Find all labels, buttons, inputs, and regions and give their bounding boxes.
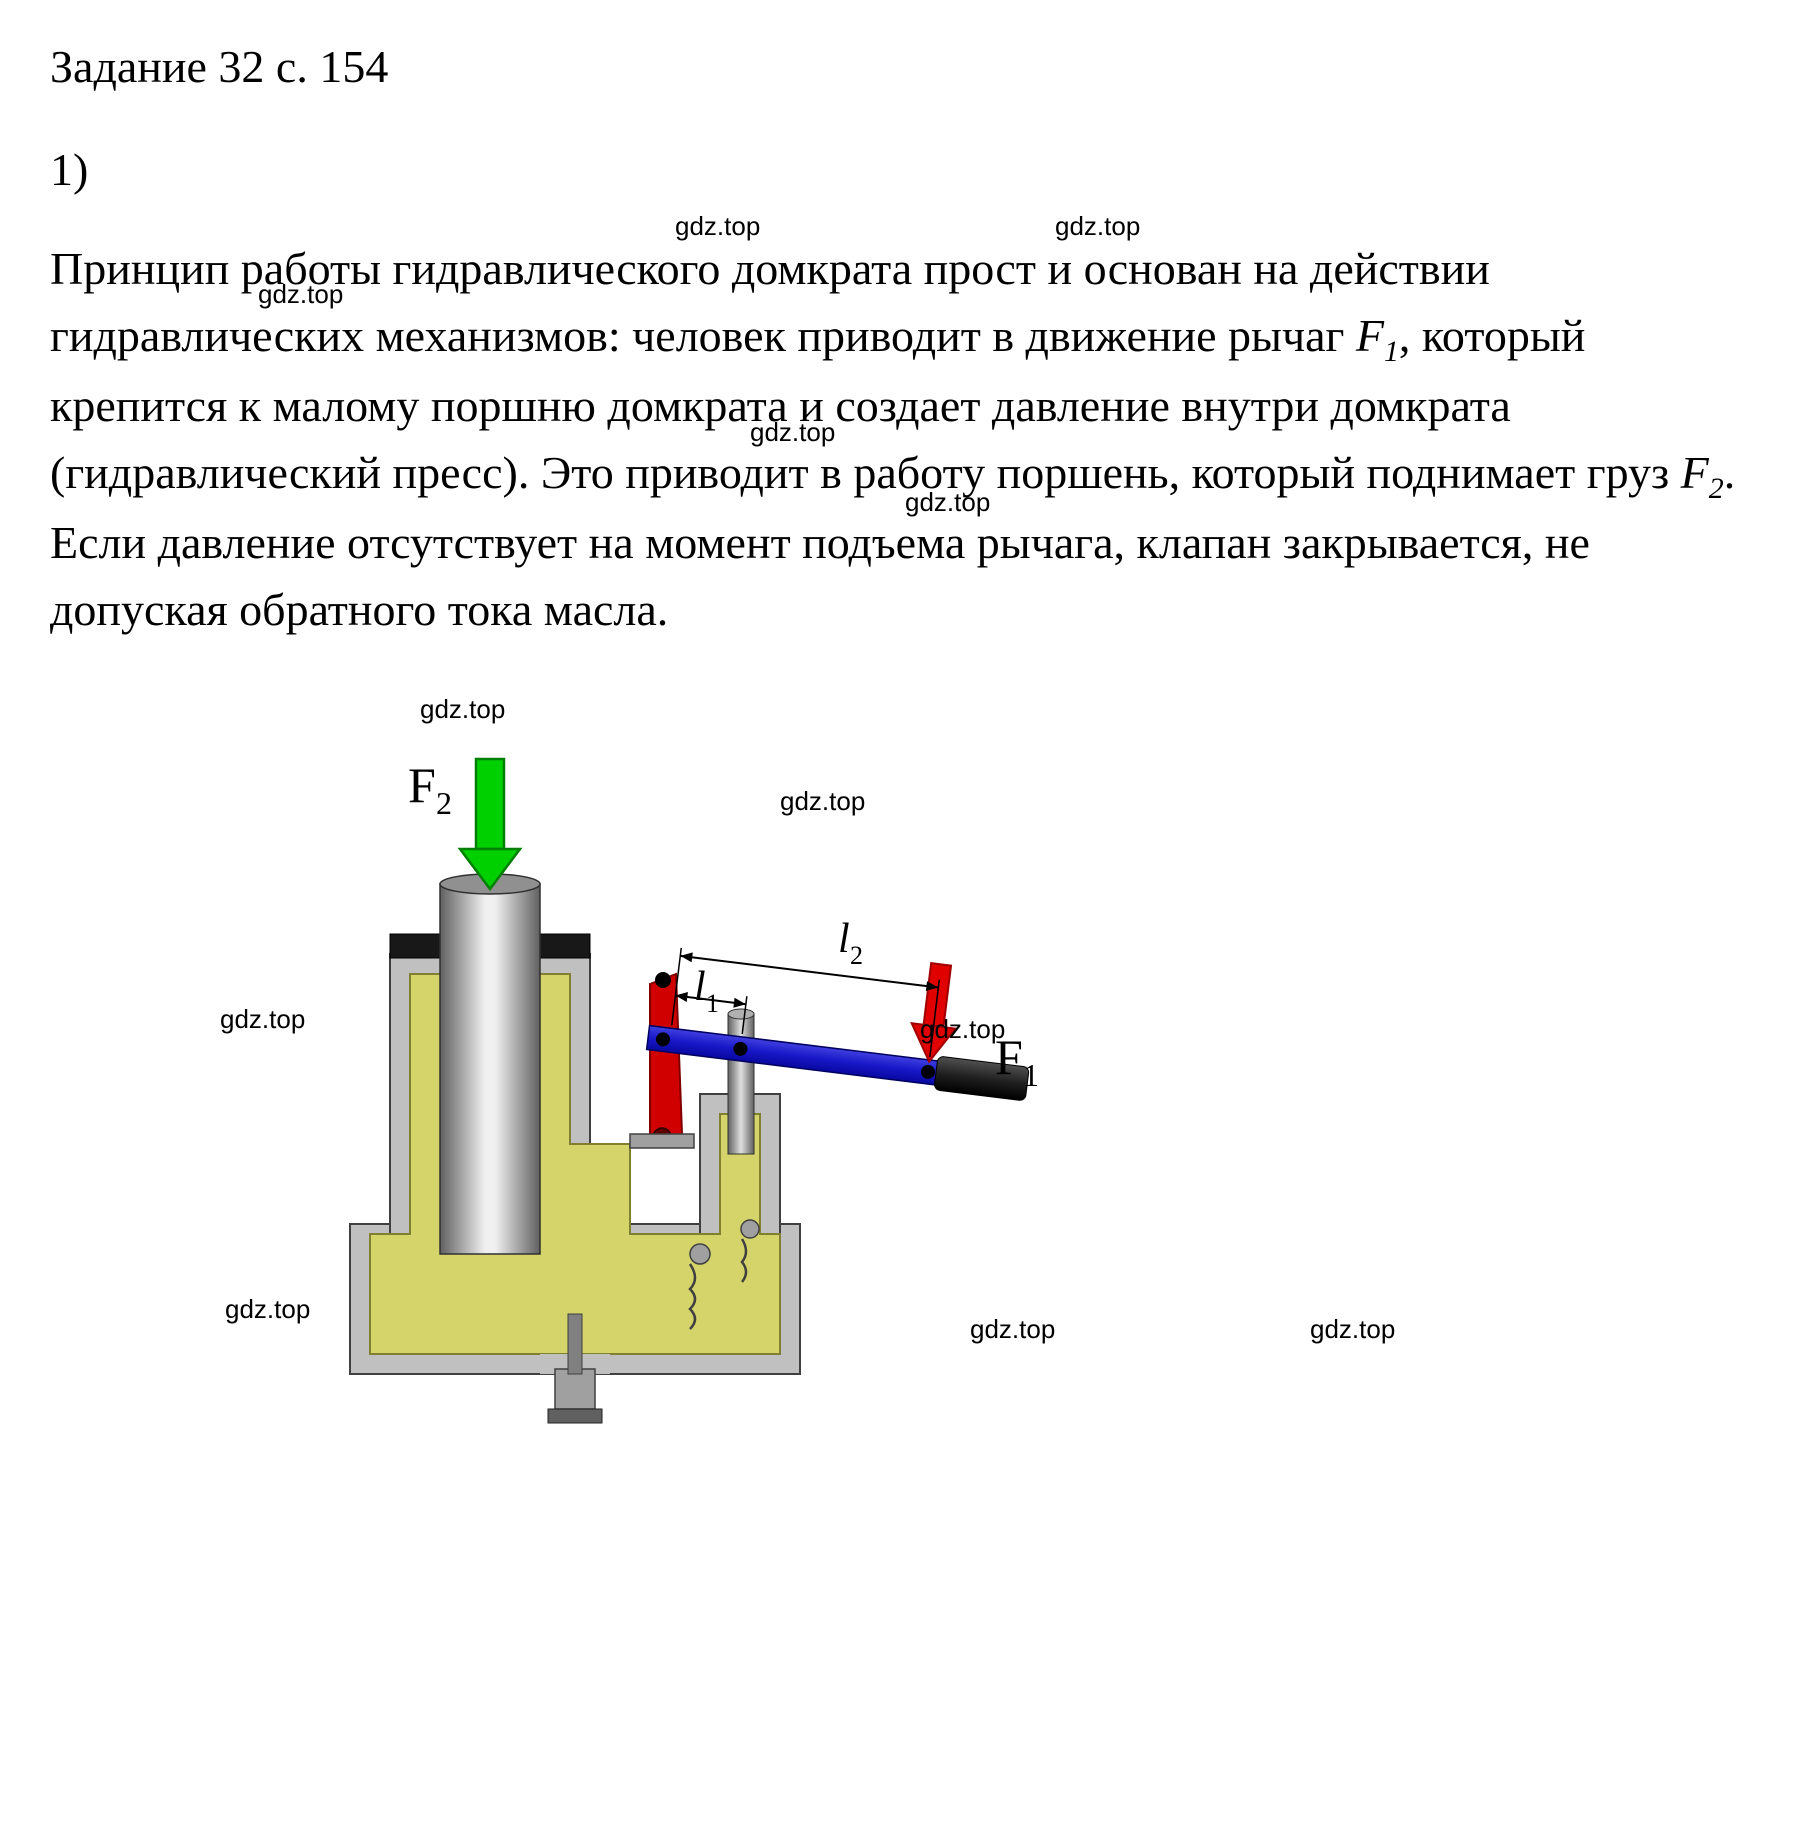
svg-text:F: F	[408, 757, 436, 813]
small-piston	[728, 1009, 754, 1154]
lever	[646, 1021, 1029, 1101]
diagram-container: gdz.top gdz.top gdz.top gdz.top gdz.top …	[50, 674, 1809, 1444]
paragraph: gdz.top gdz.top gdz.top gdz.top gdz.top …	[50, 236, 1759, 644]
watermark: gdz.top	[675, 208, 760, 246]
hydraulic-jack-diagram: F 2 F 1 l 1 l 2	[330, 674, 1130, 1444]
svg-text:2: 2	[436, 785, 452, 821]
text-run: Принцип работы гидравлического домкрата …	[50, 243, 1490, 361]
svg-text:1: 1	[706, 989, 719, 1018]
watermark: gdz.top	[225, 1294, 310, 1325]
arrow-f2	[460, 759, 520, 889]
svg-text:1: 1	[1023, 1057, 1039, 1093]
svg-text:l: l	[838, 916, 850, 962]
watermark: gdz.top	[220, 1004, 305, 1035]
task-title: Задание 32 с. 154	[50, 40, 1759, 93]
svg-text:l: l	[694, 964, 706, 1010]
svg-text:2: 2	[850, 941, 863, 970]
watermark: gdz.top	[1310, 1314, 1395, 1345]
svg-text:F: F	[995, 1029, 1023, 1085]
watermark: gdz.top	[1055, 208, 1140, 246]
var-f2: F2	[1681, 447, 1724, 498]
large-piston	[425, 874, 555, 1254]
item-number: 1)	[50, 143, 1759, 196]
var-f1: F1	[1356, 310, 1399, 361]
